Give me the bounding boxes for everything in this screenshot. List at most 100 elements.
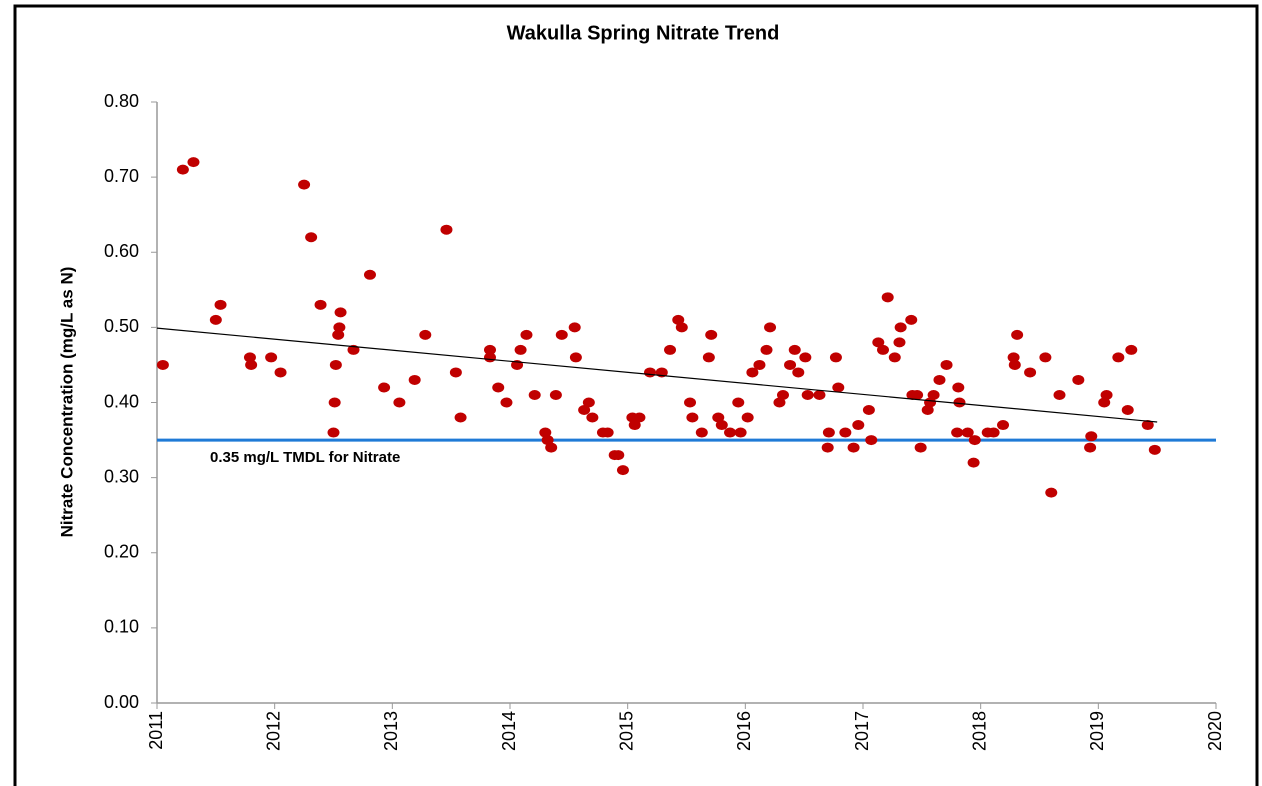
threshold-label: 0.35 mg/L TMDL for Nitrate [210, 449, 400, 466]
chart-title: Wakulla Spring Nitrate Trend [507, 22, 780, 44]
point [454, 412, 467, 423]
point [265, 352, 278, 363]
point [616, 465, 629, 476]
point [500, 397, 513, 408]
point [933, 374, 946, 385]
point [821, 442, 834, 453]
point [644, 367, 657, 378]
x-tick-label: 2012 [263, 711, 283, 751]
point [612, 450, 625, 461]
point [829, 352, 842, 363]
point [914, 442, 927, 453]
point [813, 389, 826, 400]
point [911, 389, 924, 400]
point [334, 307, 347, 318]
point [332, 329, 345, 340]
point [440, 224, 453, 235]
point [784, 359, 797, 370]
y-tick-label: 0.60 [104, 241, 139, 261]
x-tick-label: 2014 [499, 711, 519, 751]
point [1024, 367, 1037, 378]
x-tick-label: 2016 [734, 711, 754, 751]
point [776, 389, 789, 400]
point [327, 427, 340, 438]
point [274, 367, 287, 378]
point [601, 427, 614, 438]
point [1100, 389, 1113, 400]
point [686, 412, 699, 423]
point [419, 329, 432, 340]
point [378, 382, 391, 393]
point [408, 374, 421, 385]
point [633, 412, 646, 423]
point [549, 389, 562, 400]
y-tick-label: 0.00 [104, 692, 139, 712]
point [1084, 442, 1097, 453]
x-tick-label: 2013 [381, 711, 401, 751]
point [905, 314, 918, 325]
point [1085, 431, 1098, 442]
y-tick-label: 0.80 [104, 91, 139, 111]
point [545, 442, 558, 453]
point [1148, 444, 1161, 455]
point [801, 389, 814, 400]
point [1045, 487, 1058, 498]
point [764, 322, 777, 333]
point [732, 397, 745, 408]
y-tick-label: 0.10 [104, 617, 139, 637]
point [734, 427, 747, 438]
point [586, 412, 599, 423]
trend-line [156, 327, 1158, 423]
point [672, 314, 685, 325]
point [741, 412, 754, 423]
point [921, 405, 934, 416]
point [582, 397, 595, 408]
point [209, 314, 222, 325]
point [987, 427, 1000, 438]
point [1007, 352, 1020, 363]
point [760, 344, 773, 355]
point [894, 322, 907, 333]
point [176, 164, 189, 175]
point [541, 435, 554, 446]
point [1072, 374, 1085, 385]
point [569, 352, 582, 363]
point [724, 427, 737, 438]
point [967, 457, 980, 468]
point [675, 322, 688, 333]
x-tick-label: 2011 [146, 711, 166, 750]
point [528, 389, 541, 400]
point [695, 427, 708, 438]
point [893, 337, 906, 348]
point [243, 352, 256, 363]
point [1008, 359, 1021, 370]
point [449, 367, 462, 378]
point [514, 344, 527, 355]
point [702, 352, 715, 363]
point [578, 405, 591, 416]
point [888, 352, 901, 363]
point [305, 232, 318, 243]
point [712, 412, 725, 423]
y-tick-label: 0.40 [104, 391, 139, 411]
point [753, 359, 766, 370]
point [314, 299, 327, 310]
point [852, 420, 865, 431]
y-tick-label: 0.30 [104, 466, 139, 486]
point [881, 292, 894, 303]
point [214, 299, 227, 310]
point [788, 344, 801, 355]
point [520, 329, 533, 340]
point [1125, 344, 1138, 355]
point [555, 329, 568, 340]
point [773, 397, 786, 408]
point [1141, 420, 1154, 431]
point [156, 359, 169, 370]
point [715, 420, 728, 431]
point [329, 359, 342, 370]
point [822, 427, 835, 438]
y-axis-label: Nitrate Concentration (mg/L as N) [57, 267, 76, 538]
x-tick-label: 2020 [1205, 711, 1225, 751]
point [1053, 389, 1066, 400]
